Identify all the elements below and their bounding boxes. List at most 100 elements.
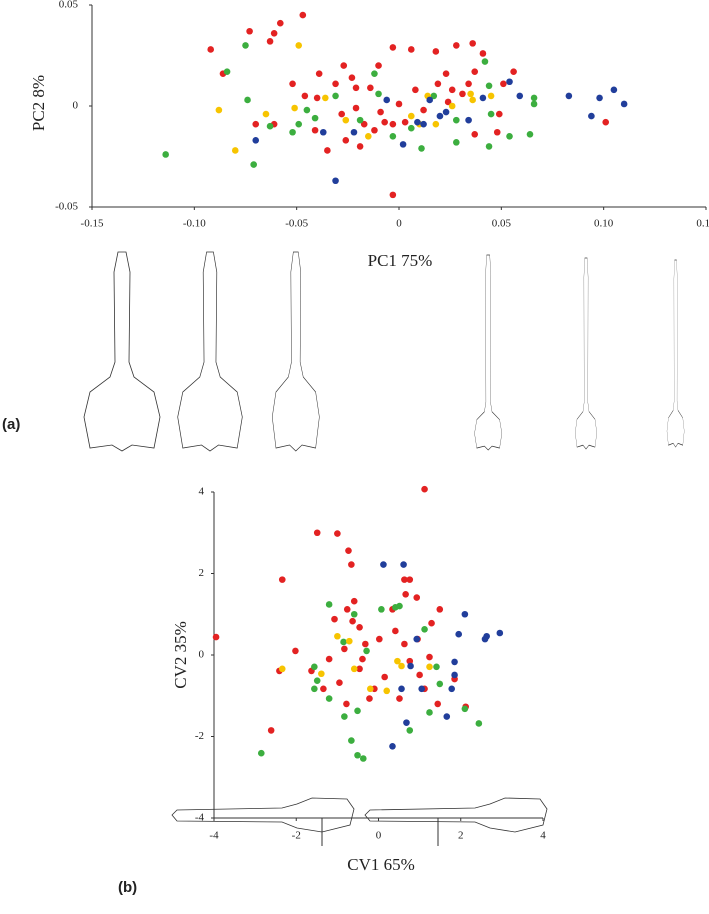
data-point: [313, 529, 321, 537]
data-point: [292, 647, 299, 655]
data-point: [340, 638, 347, 646]
shape-outline: [474, 254, 503, 451]
data-point: [444, 98, 452, 106]
data-point: [516, 92, 524, 100]
data-point: [432, 48, 440, 55]
data-point: [231, 147, 239, 154]
data-point: [500, 80, 507, 88]
data-point: [461, 705, 469, 713]
data-point: [506, 133, 513, 140]
data-point: [383, 687, 391, 695]
data-point: [313, 677, 321, 684]
x-tick-label: 0.15: [696, 218, 709, 230]
data-point: [246, 27, 253, 35]
data-point: [332, 92, 339, 100]
x-tick-label: 0.05: [492, 218, 512, 230]
data-point: [381, 118, 388, 126]
data-point: [401, 118, 409, 126]
data-point: [289, 80, 296, 88]
data-point: [442, 108, 450, 116]
data-point: [479, 50, 487, 57]
data-point: [354, 751, 361, 759]
data-point: [434, 700, 442, 708]
data-point: [342, 116, 350, 124]
data-point: [291, 104, 298, 112]
data-point: [303, 106, 311, 114]
data-point: [565, 92, 573, 100]
data-point: [350, 128, 358, 136]
data-point: [416, 671, 423, 679]
data-point: [242, 42, 249, 49]
data-point: [412, 86, 419, 94]
data-point: [319, 128, 327, 136]
data-point: [375, 62, 382, 69]
data-point: [212, 633, 220, 641]
data-point: [365, 133, 372, 140]
data-point: [315, 70, 323, 77]
data-point: [496, 629, 504, 637]
data-point: [350, 610, 358, 618]
data-point: [334, 530, 341, 537]
data-point: [400, 561, 407, 568]
data-point: [375, 90, 382, 98]
x-tick-label: 4: [540, 830, 546, 842]
data-point: [471, 68, 479, 75]
data-point: [414, 118, 421, 126]
data-point: [487, 92, 495, 100]
data-point: [350, 665, 358, 673]
data-point: [442, 70, 450, 77]
data-point: [402, 590, 409, 598]
data-point: [421, 485, 428, 493]
data-point: [475, 720, 483, 727]
data-point: [348, 561, 355, 568]
data-point: [436, 680, 444, 688]
shape-outline: [666, 259, 685, 448]
x-tick-label: 0.10: [594, 218, 614, 230]
data-point: [495, 110, 503, 118]
data-point: [266, 122, 274, 130]
data-point: [252, 120, 260, 128]
shape-outline: [574, 257, 598, 450]
data-point: [377, 108, 384, 116]
data-point: [426, 663, 433, 671]
data-point: [301, 92, 309, 100]
data-point: [479, 94, 487, 102]
data-point: [401, 576, 408, 583]
data-point: [270, 29, 278, 37]
data-point: [436, 112, 444, 120]
data-point: [378, 606, 385, 613]
data-point: [381, 673, 388, 681]
data-point: [389, 742, 396, 750]
y-tick-label: -0.05: [55, 201, 78, 213]
data-point: [451, 658, 458, 666]
data-point: [398, 685, 405, 693]
data-point: [207, 46, 215, 53]
data-point: [448, 685, 456, 693]
y-tick-label: 0: [199, 649, 205, 661]
data-point: [380, 561, 387, 568]
data-point: [461, 610, 469, 618]
data-point: [428, 619, 435, 627]
data-point: [324, 147, 331, 154]
data-point: [493, 128, 501, 136]
data-point: [469, 96, 476, 104]
data-point: [389, 120, 397, 128]
data-point: [413, 635, 421, 643]
data-point: [376, 635, 383, 643]
data-point: [331, 615, 338, 623]
data-point: [526, 130, 534, 138]
data-point: [453, 139, 460, 146]
y-tick-label: 0: [73, 100, 79, 112]
data-point: [356, 623, 363, 631]
data-point: [383, 96, 391, 104]
data-point: [530, 94, 538, 102]
data-point: [421, 626, 428, 633]
x-tick-label: -0.15: [81, 218, 104, 230]
data-point: [343, 700, 350, 708]
x-tick-label: 2: [458, 830, 464, 842]
data-point: [360, 120, 368, 128]
data-point: [389, 44, 397, 51]
x-axis-title: CV1 65%: [347, 855, 415, 874]
y-tick-label: 0.05: [59, 0, 79, 11]
